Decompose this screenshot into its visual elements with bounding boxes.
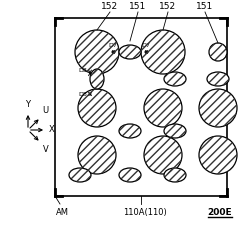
Ellipse shape xyxy=(69,168,91,182)
Circle shape xyxy=(75,30,119,74)
Ellipse shape xyxy=(164,72,186,86)
Circle shape xyxy=(199,89,237,127)
Text: D7: D7 xyxy=(142,43,150,48)
Ellipse shape xyxy=(90,69,104,89)
Circle shape xyxy=(144,136,182,174)
Text: 151: 151 xyxy=(130,2,146,11)
Text: 151: 151 xyxy=(196,2,214,11)
Ellipse shape xyxy=(207,72,229,86)
Text: V: V xyxy=(43,145,48,154)
Text: D8: D8 xyxy=(78,68,88,74)
Text: 110A(110): 110A(110) xyxy=(123,208,167,217)
Ellipse shape xyxy=(119,124,141,138)
Text: D8: D8 xyxy=(78,92,88,96)
Text: Y: Y xyxy=(26,100,30,109)
Text: 200E: 200E xyxy=(208,208,232,217)
Circle shape xyxy=(144,89,182,127)
Circle shape xyxy=(78,136,116,174)
Circle shape xyxy=(141,30,185,74)
Text: AM: AM xyxy=(56,208,68,217)
Text: U: U xyxy=(43,106,49,115)
Text: D7: D7 xyxy=(108,43,118,48)
Ellipse shape xyxy=(164,124,186,138)
Text: 152: 152 xyxy=(160,2,176,11)
Ellipse shape xyxy=(164,168,186,182)
Text: 152: 152 xyxy=(102,2,118,11)
Circle shape xyxy=(78,89,116,127)
Ellipse shape xyxy=(119,168,141,182)
Ellipse shape xyxy=(119,45,141,59)
Text: X: X xyxy=(49,125,55,135)
Circle shape xyxy=(199,136,237,174)
Circle shape xyxy=(209,43,227,61)
Bar xyxy=(55,18,227,196)
